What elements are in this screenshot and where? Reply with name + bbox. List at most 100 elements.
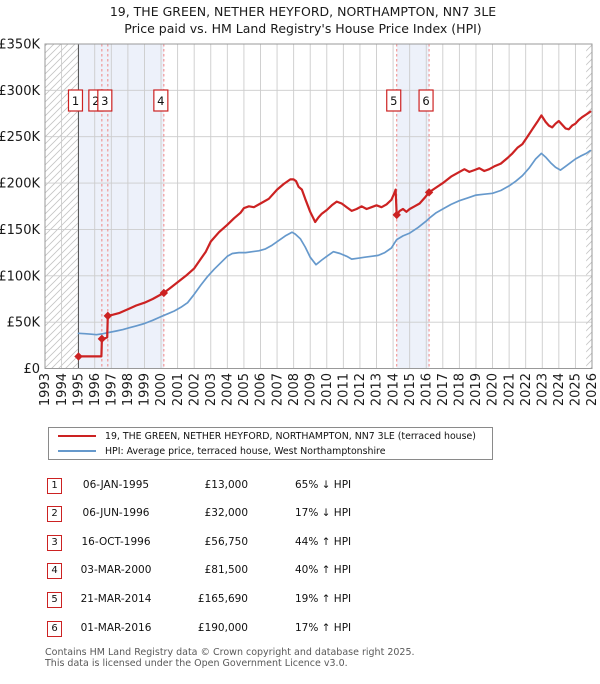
x-tick-label: 2022 xyxy=(519,373,534,406)
x-tick-label: 2021 xyxy=(502,373,517,406)
x-tick-label: 2000 xyxy=(154,373,169,406)
transaction-date: 21-MAR-2014 xyxy=(80,592,152,605)
transaction-row-6: 6 01-MAR-2016 £190,000 17% ↑ HPI xyxy=(0,620,600,638)
x-tick-label: 2011 xyxy=(337,373,352,406)
transaction-row-2: 2 06-JUN-1996 £32,000 17% ↓ HPI xyxy=(0,506,600,523)
legend: 19, THE GREEN, NETHER HEYFORD, NORTHAMPT… xyxy=(48,427,493,460)
x-tick-label: 2016 xyxy=(419,373,434,406)
sale-marker-1 xyxy=(74,352,83,361)
y-tick-label: £300K xyxy=(0,84,40,99)
annotation-box-label: 2 xyxy=(92,94,99,108)
transaction-number: 2 xyxy=(47,506,62,523)
x-tick-label: 2019 xyxy=(469,373,484,406)
plot-border xyxy=(44,43,593,369)
transaction-number: 3 xyxy=(47,534,62,551)
price-paid-hpi-adjusted-line xyxy=(77,110,592,358)
page-title: 19, THE GREEN, NETHER HEYFORD, NORTHAMPT… xyxy=(109,4,497,19)
transaction-price: £32,000 xyxy=(204,507,248,520)
transaction-date: 03-MAR-2000 xyxy=(80,564,152,577)
y-tick-label: £200K xyxy=(0,177,40,192)
annotation-box-5 xyxy=(386,89,402,112)
x-tick-label: 2023 xyxy=(535,373,550,406)
annotation-box-label: 1 xyxy=(72,94,79,108)
x-tick-label: 2003 xyxy=(204,373,219,406)
sale-marker-2 xyxy=(97,334,107,344)
transaction-price: £190,000 xyxy=(197,621,248,634)
hpi-average-line xyxy=(77,149,592,336)
y-tick-label: £50K xyxy=(7,316,41,331)
legend-item-hpi: HPI: Average price, terraced house, West… xyxy=(49,444,492,458)
x-tick-label: 1999 xyxy=(138,373,153,406)
transaction-date: 01-MAR-2016 xyxy=(80,621,152,634)
transaction-row-3: 3 16-OCT-1996 £56,750 44% ↑ HPI xyxy=(0,534,600,552)
y-tick-label: £0 xyxy=(23,362,40,377)
x-tick-label: 2009 xyxy=(303,373,318,406)
x-tick-label: 1997 xyxy=(105,373,120,406)
transaction-price: £165,690 xyxy=(197,592,248,605)
transaction-vs-hpi: 65% ↓ HPI xyxy=(295,478,352,491)
transaction-vs-hpi: 44% ↑ HPI xyxy=(295,535,352,548)
sale-marker-3 xyxy=(103,311,113,321)
transaction-date: 16-OCT-1996 xyxy=(81,535,151,548)
annotation-box-label: 4 xyxy=(157,94,164,108)
x-tick-label: 2007 xyxy=(270,373,285,406)
sale-marker-6 xyxy=(424,188,434,197)
x-tick-label: 2010 xyxy=(320,373,335,406)
transaction-date: 06-JUN-1996 xyxy=(82,507,150,520)
transaction-row-5: 5 21-MAR-2014 £165,690 19% ↑ HPI xyxy=(0,591,600,609)
annotation-box-1 xyxy=(67,89,84,112)
footer: Contains HM Land Registry data © Crown c… xyxy=(45,647,585,669)
sale-marker-4 xyxy=(159,288,169,298)
transaction-number: 6 xyxy=(47,620,62,637)
x-tick-label: 1993 xyxy=(38,373,53,406)
transaction-price: £56,750 xyxy=(204,535,248,548)
transaction-number: 5 xyxy=(47,591,62,608)
y-tick-label: £100K xyxy=(0,269,40,284)
x-tick-label: 1998 xyxy=(121,373,136,406)
transaction-row-1: 1 06-JAN-1995 £13,000 65% ↓ HPI xyxy=(0,477,600,495)
x-tick-label: 2013 xyxy=(370,373,385,406)
transaction-price: £13,000 xyxy=(204,478,248,491)
x-tick-label: 2014 xyxy=(386,373,401,406)
annotation-box-label: 6 xyxy=(422,94,429,108)
transaction-vs-hpi: 19% ↑ HPI xyxy=(295,592,352,605)
y-tick-label: £150K xyxy=(0,223,40,238)
x-tick-label: 2012 xyxy=(353,373,368,406)
hpi-line-swatch xyxy=(58,450,96,452)
annotation-box-4 xyxy=(153,89,169,112)
x-tick-label: 1995 xyxy=(71,373,86,406)
annotation-box-label: 5 xyxy=(390,94,397,108)
x-tick-label: 2020 xyxy=(486,373,501,406)
legend-label-hpi: HPI: Average price, terraced house, West… xyxy=(105,445,386,457)
x-tick-label: 2005 xyxy=(237,373,252,406)
price-line-swatch xyxy=(58,435,96,437)
x-tick-label: 2018 xyxy=(453,373,468,406)
y-tick-label: £250K xyxy=(0,130,40,145)
x-tick-label: 2002 xyxy=(187,373,202,406)
x-tick-label: 2025 xyxy=(569,373,584,406)
y-tick-label: £350K xyxy=(0,38,40,53)
page-subtitle: Price paid vs. HM Land Registry's House … xyxy=(124,21,482,36)
footer-line-2: This data is licensed under the Open Gov… xyxy=(45,657,348,669)
x-tick-label: 2004 xyxy=(221,373,236,406)
transaction-vs-hpi: 17% ↓ HPI xyxy=(295,507,352,520)
annotation-box-3 xyxy=(97,89,113,112)
legend-item-price-paid: 19, THE GREEN, NETHER HEYFORD, NORTHAMPT… xyxy=(49,429,492,443)
x-tick-label: 2024 xyxy=(552,373,567,406)
x-tick-label: 2015 xyxy=(403,373,418,406)
footer-line-1: Contains HM Land Registry data © Crown c… xyxy=(45,647,415,658)
transaction-vs-hpi: 17% ↑ HPI xyxy=(295,621,352,634)
annotation-box-label: 3 xyxy=(101,94,108,108)
transaction-row-4: 4 03-MAR-2000 £81,500 40% ↑ HPI xyxy=(0,563,600,580)
x-tick-label: 2017 xyxy=(436,373,451,406)
x-tick-label: 2026 xyxy=(585,373,600,406)
x-tick-label: 2001 xyxy=(171,373,186,406)
x-tick-label: 2006 xyxy=(254,373,269,406)
legend-label-price-paid: 19, THE GREEN, NETHER HEYFORD, NORTHAMPT… xyxy=(105,430,476,442)
transaction-number: 1 xyxy=(47,477,62,494)
transaction-price: £81,500 xyxy=(204,564,248,577)
no-data-hatch xyxy=(586,44,592,369)
transaction-vs-hpi: 40% ↑ HPI xyxy=(295,564,352,577)
